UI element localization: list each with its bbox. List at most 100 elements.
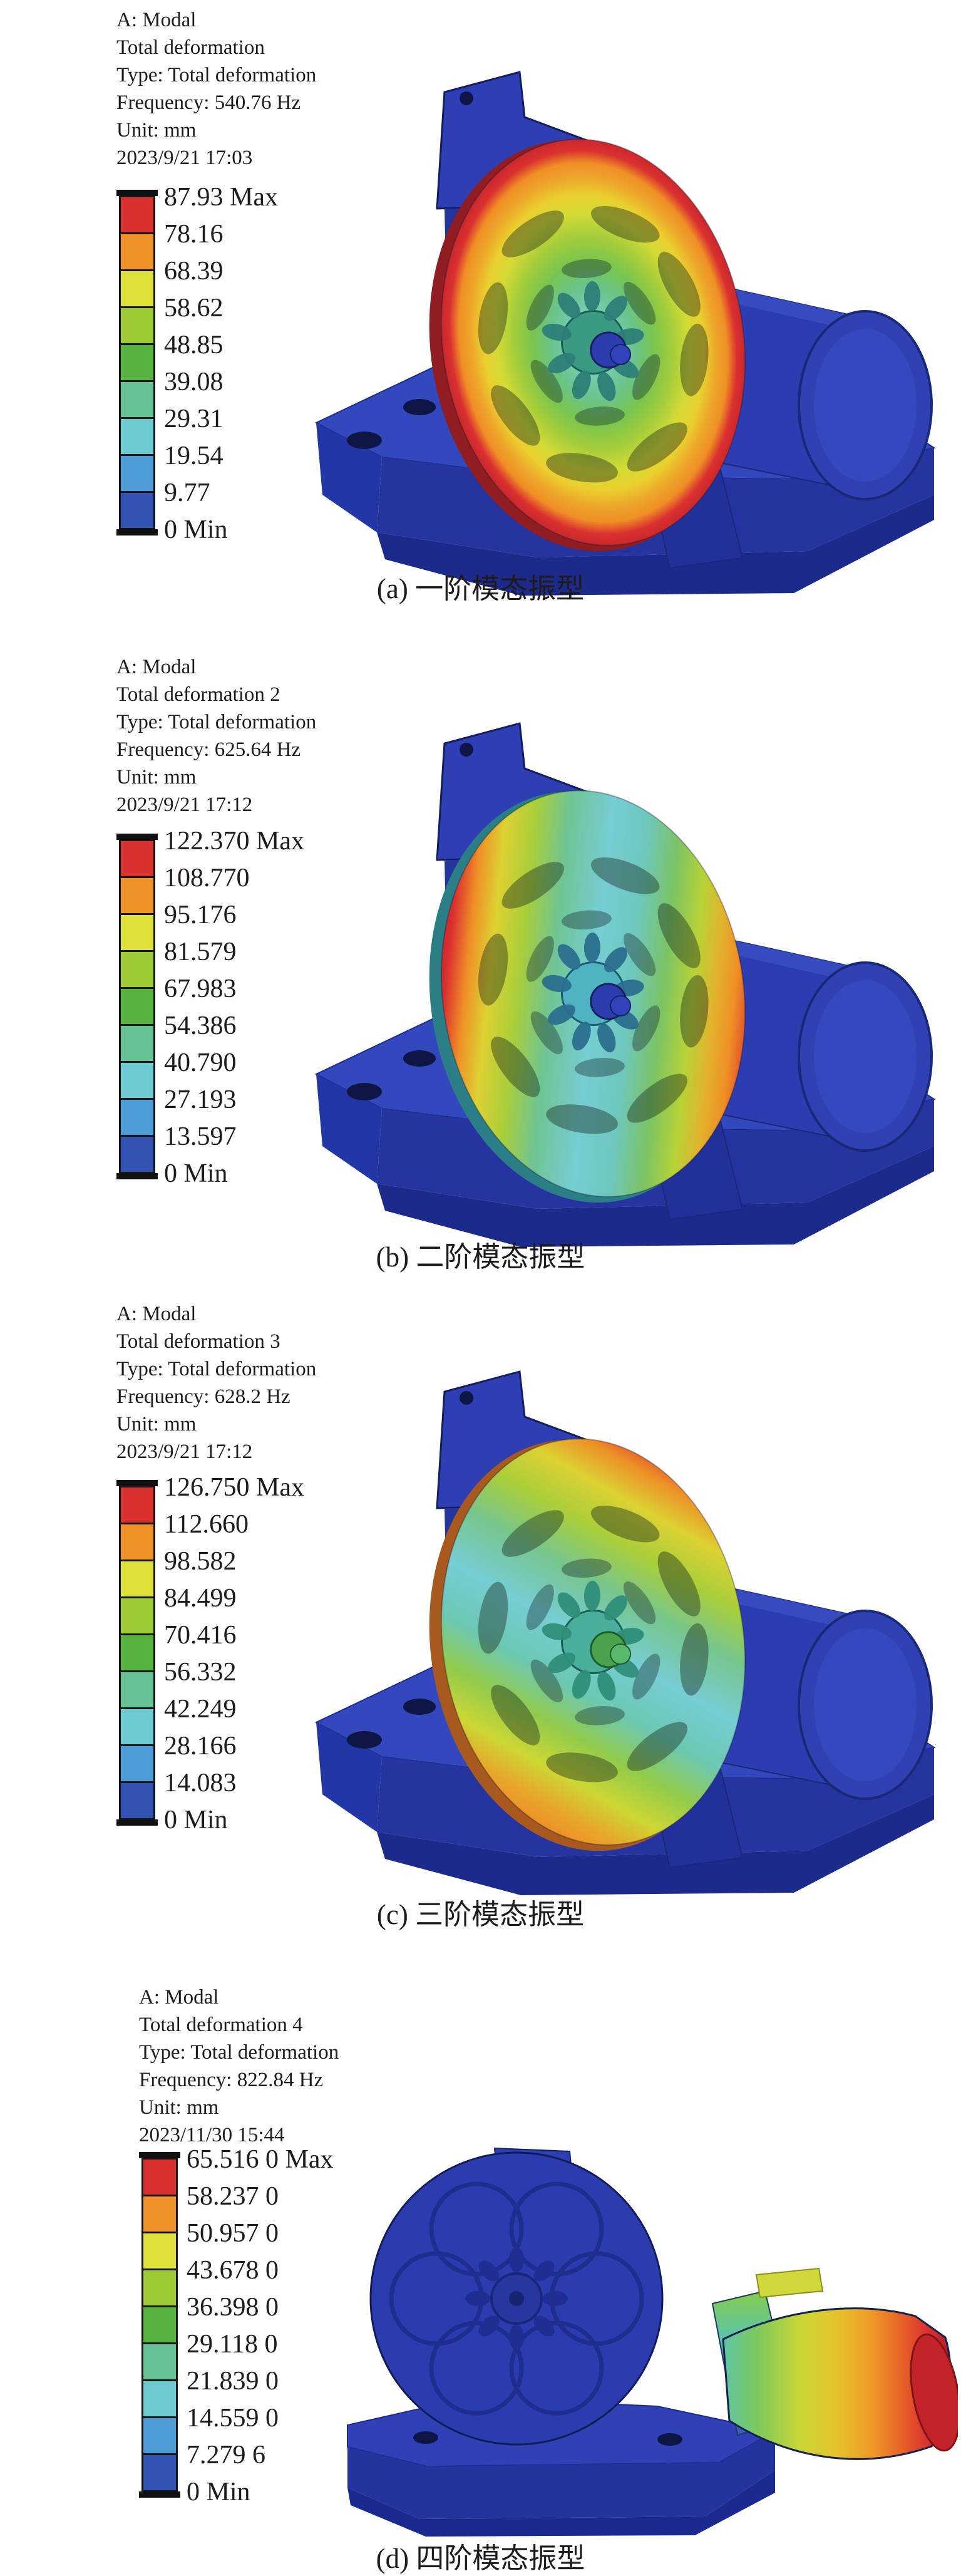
unit-label: Unit: mm (116, 766, 197, 789)
legend-band (121, 419, 153, 456)
legend-tick-label: 67.983 (164, 975, 237, 1003)
legend-tick-label: 21.839 0 (187, 2367, 279, 2396)
legend-band (121, 345, 153, 382)
result-type-label: Type: Total deformation (116, 1358, 317, 1380)
result-name-label: Total deformation (116, 36, 265, 59)
legend-tick-label: 29.118 0 (187, 2330, 278, 2359)
result-name-label: Total deformation 2 (116, 683, 280, 706)
center-gear (465, 2247, 568, 2350)
legend-band (121, 915, 153, 952)
center-gear (542, 281, 644, 401)
legend-tick-label: 29.31 (164, 405, 224, 433)
legend-band (121, 271, 153, 308)
inner-slots (526, 910, 660, 1077)
legend-tick-label: 58.237 0 (187, 2182, 279, 2211)
legend-band (121, 989, 153, 1026)
legend-colorbar (116, 190, 158, 535)
panel-caption: (d) 四阶模态振型 (376, 2543, 585, 2574)
frequency-label: Frequency: 628.2 Hz (116, 1385, 290, 1408)
motor-cylinder-deformed (722, 2307, 958, 2460)
outer-slots (478, 1506, 709, 1782)
result-type-label: Type: Total deformation (139, 2041, 339, 2064)
model-render-second-mode (314, 722, 936, 1247)
legend-tick-label: 28.166 (164, 1732, 237, 1761)
outer-slots (478, 857, 709, 1134)
legend-band (121, 841, 153, 878)
legend-tick-label: 48.85 (164, 331, 224, 360)
legend-tick-label: 0 Min (187, 2478, 250, 2506)
inner-slots (526, 259, 660, 426)
result-info-block: A: Modal Total deformation 2 Type: Total… (116, 653, 316, 819)
frequency-label: Frequency: 625.64 Hz (116, 738, 301, 761)
legend-band (121, 382, 153, 419)
legend-band (121, 308, 153, 345)
model-render-third-mode (314, 1370, 936, 1895)
result-info-block: A: Modal Total deformation Type: Total d… (116, 6, 316, 172)
legend-band (143, 2344, 176, 2381)
legend-band (121, 456, 153, 493)
datetime-label: 2023/9/21 17:03 (116, 147, 253, 169)
panel-caption: (b) 二阶模态振型 (376, 1241, 585, 1273)
panel-first-mode: A: Modal Total deformation Type: Total d… (0, 0, 961, 648)
deformation-disc (429, 1438, 746, 1851)
legend-band (121, 1783, 153, 1818)
frequency-label: Frequency: 540.76 Hz (116, 91, 301, 114)
model-render-fourth-mode (347, 2147, 958, 2537)
legend-tick-label: 68.39 (164, 257, 224, 286)
legend-tick-label: 27.193 (164, 1085, 237, 1114)
legend-tick-label: 50.957 0 (187, 2219, 279, 2248)
pump-disc (369, 2147, 664, 2446)
analysis-system-label: A: Modal (116, 656, 197, 678)
unit-label: Unit: mm (116, 119, 197, 142)
legend-band (121, 1746, 153, 1783)
unit-label: Unit: mm (139, 2096, 219, 2119)
model-render-first-mode (314, 71, 936, 596)
legend-band (121, 1063, 153, 1100)
legend-tick-label: 84.499 (164, 1584, 237, 1613)
legend-band (121, 493, 153, 528)
legend-tick-label: 126.750 Max (164, 1473, 304, 1502)
legend-tick-label: 13.597 (164, 1122, 237, 1151)
panel-second-mode: A: Modal Total deformation 2 Type: Total… (0, 648, 961, 1296)
disc-bores (389, 2181, 644, 2416)
legend-colorbar (116, 1480, 158, 1826)
legend-band (143, 2381, 176, 2418)
legend-tick-label: 112.660 (164, 1510, 249, 1539)
legend-band (121, 1487, 153, 1524)
outer-slots (478, 206, 709, 483)
legend-tick-label: 54.386 (164, 1011, 237, 1040)
result-info-block: A: Modal Total deformation 4 Type: Total… (139, 1984, 339, 2149)
panel-third-mode: A: Modal Total deformation 3 Type: Total… (0, 1296, 961, 1948)
legend-tick-label: 0 Min (164, 1159, 228, 1188)
result-type-label: Type: Total deformation (116, 64, 317, 86)
legend-tick-label: 108.770 (164, 864, 250, 892)
legend-tick-label: 98.582 (164, 1547, 237, 1576)
analysis-system-label: A: Modal (139, 1986, 219, 2009)
legend-band (121, 1026, 153, 1063)
legend-band (121, 1100, 153, 1137)
legend-band (121, 878, 153, 915)
legend-colorbar (116, 834, 158, 1179)
legend-tick-label: 39.08 (164, 368, 224, 396)
datetime-label: 2023/11/30 15:44 (139, 2124, 285, 2146)
legend-band (143, 2233, 176, 2270)
result-type-label: Type: Total deformation (116, 711, 317, 733)
legend-band (121, 1561, 153, 1598)
legend-tick-label: 43.678 0 (187, 2256, 279, 2285)
legend-tick-label: 40.790 (164, 1048, 237, 1077)
result-name-label: Total deformation 3 (116, 1330, 280, 1353)
legend-colorbar (139, 2152, 180, 2498)
legend-tick-label: 78.16 (164, 220, 224, 249)
legend-tick-label: 122.370 Max (164, 827, 304, 856)
legend-band (143, 2160, 176, 2196)
panel-fourth-mode: A: Modal Total deformation 4 Type: Total… (0, 1948, 961, 2576)
legend-tick-label: 36.398 0 (187, 2293, 279, 2322)
legend-tick-label: 65.516 0 Max (187, 2145, 334, 2174)
result-info-block: A: Modal Total deformation 3 Type: Total… (116, 1300, 316, 1466)
legend-band (121, 1598, 153, 1635)
legend-tick-label: 56.332 (164, 1658, 237, 1687)
analysis-system-label: A: Modal (116, 1303, 197, 1325)
panel-caption: (a) 一阶模态振型 (376, 573, 585, 604)
legend-tick-label: 19.54 (164, 442, 224, 470)
legend-tick-label: 58.62 (164, 294, 224, 323)
